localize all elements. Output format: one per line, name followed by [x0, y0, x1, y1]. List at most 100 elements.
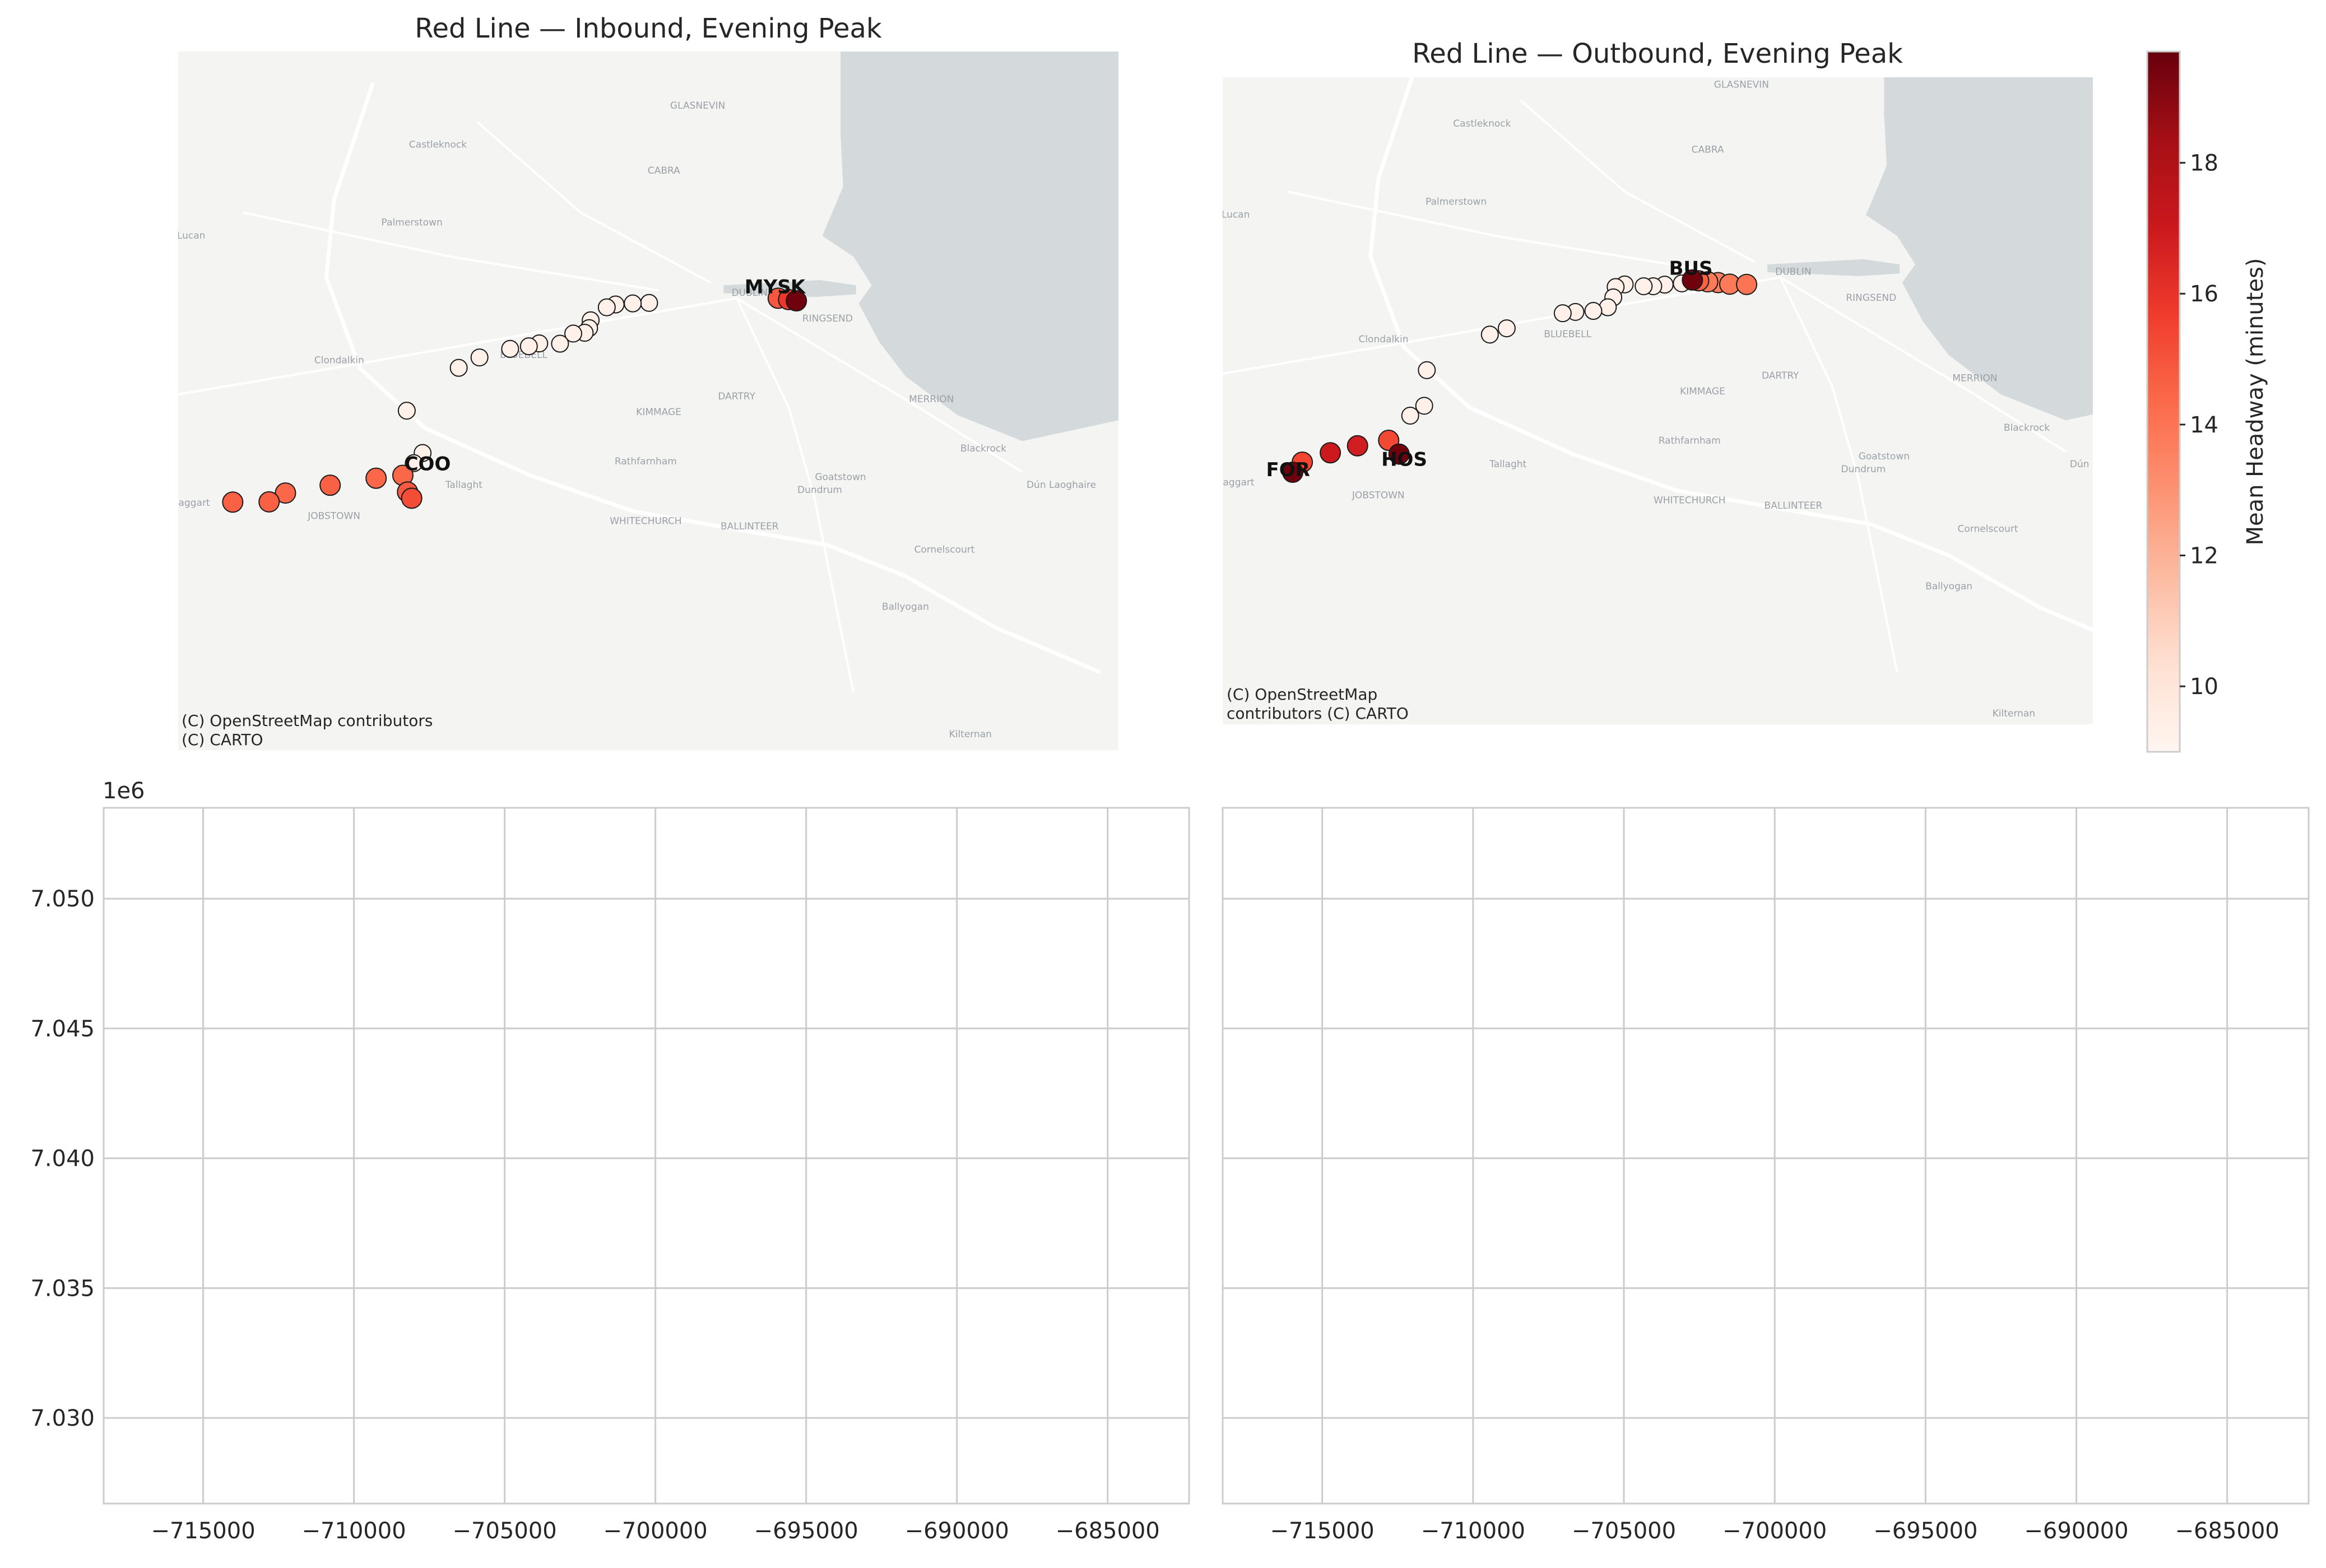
- bottom-left-frame: [103, 807, 1190, 1505]
- basemap-place-label: WHITECHURCH: [1654, 495, 1725, 506]
- arterial-road: [1780, 276, 2067, 453]
- basemap-place-label: MERRION: [1952, 373, 1997, 384]
- outbound-attribution-line2: contributors (C) CARTO: [1227, 704, 1409, 723]
- bottom-left-grid: [104, 808, 1189, 1504]
- basemap-place-label: Ballyogan: [882, 602, 929, 613]
- stop-marker: [401, 487, 423, 509]
- basemap-place-label: Lucan: [1222, 209, 1250, 220]
- basemap-place-label: Kilternan: [1993, 708, 2035, 719]
- stop-code-label: K: [791, 276, 806, 299]
- stop-marker: [1347, 435, 1368, 457]
- x-tick-label: −710000: [1421, 1518, 1525, 1544]
- basemap-place-label: JOBSTOWN: [1352, 490, 1405, 501]
- basemap-place-label: RINGSEND: [802, 313, 853, 324]
- colorbar-tick-label: 14: [2190, 412, 2218, 438]
- basemap-place-label: Goatstown: [815, 472, 866, 483]
- inbound-attribution-line2: (C) CARTO: [182, 731, 263, 749]
- stop-marker: [597, 298, 616, 317]
- arterial-road: [735, 297, 855, 694]
- basemap-place-label: Blackrock: [960, 443, 1006, 454]
- arterial-road: [1779, 277, 1898, 673]
- stop-marker: [1635, 277, 1653, 295]
- basemap-place-label: GLASNEVIN: [1714, 80, 1769, 91]
- stop-marker: [1682, 269, 1703, 291]
- outbound-stop-labels: BUS FOR HOS: [1266, 258, 1712, 481]
- inbound-stop-labels: MYS K COO: [405, 276, 806, 476]
- stop-marker: [1415, 397, 1433, 415]
- x-tick-label: −705000: [453, 1518, 557, 1544]
- arterial-road: [476, 120, 712, 284]
- arterial-road: [1287, 190, 1703, 271]
- stop-marker: [640, 294, 658, 312]
- x-tick-label: −695000: [1873, 1518, 1977, 1544]
- basemap-place-label: CABRA: [648, 165, 680, 176]
- basemap-place-label: Dún Laoghaire: [1027, 480, 1096, 491]
- basemap-place-label: GLASNEVIN: [670, 100, 725, 111]
- y-tick-label: 7.045: [30, 1016, 95, 1042]
- basemap-place-label: BALLINTEER: [721, 521, 779, 532]
- basemap-place-label: Dundrum: [797, 485, 842, 496]
- stop-marker: [1401, 406, 1419, 425]
- stop-code-label: FOR: [1266, 459, 1310, 481]
- stop-code-label: HOS: [1381, 448, 1427, 471]
- x-tick-label: −700000: [1723, 1518, 1827, 1544]
- basemap-place-label: Tallaght: [1489, 459, 1526, 470]
- basemap-place-label: KIMMAGE: [636, 407, 681, 418]
- x-tick-label: −690000: [905, 1518, 1009, 1544]
- x-tick-label: −700000: [603, 1518, 708, 1544]
- stop-marker: [1497, 319, 1516, 338]
- stop-code-label: BUS: [1669, 258, 1713, 280]
- stop-marker: [319, 474, 341, 496]
- colorbar-ticks: 10 12 14 16 18: [2180, 151, 2218, 700]
- y-tick-label: 7.040: [30, 1146, 95, 1172]
- basemap-place-label: Cornelscourt: [914, 545, 974, 556]
- stop-marker: [1388, 443, 1410, 465]
- basemap-place-label: DUBLIN: [1775, 267, 1811, 278]
- bottom-left-y-ticks: 7.050 7.045 7.040 7.035 7.030: [30, 886, 95, 1431]
- stop-marker: [258, 491, 280, 513]
- stop-marker: [786, 290, 807, 312]
- colorbar-gradient: [2146, 50, 2181, 753]
- stop-marker: [1282, 462, 1303, 483]
- basemap-place-label: Palmerstown: [382, 217, 443, 229]
- y-tick-label: 7.035: [30, 1276, 95, 1301]
- basemap-place-label: Lucan: [177, 230, 206, 241]
- basemap-place-label: KIMMAGE: [1680, 386, 1725, 397]
- basemap-place-label: BLUEBELL: [1544, 329, 1591, 340]
- basemap-place-label: Tallaght: [445, 480, 482, 491]
- basemap-place-label: Blackrock: [2004, 422, 2050, 434]
- motorway-road: [324, 82, 1101, 674]
- x-tick-label: −715000: [1270, 1518, 1375, 1544]
- basemap-place-label: DARTRY: [718, 391, 755, 402]
- stop-marker: [1418, 361, 1436, 379]
- stop-code-label: MYS: [745, 276, 791, 299]
- colorbar-label: Mean Headway (minutes): [2243, 258, 2268, 545]
- stop-marker: [397, 402, 416, 420]
- stop-marker: [624, 294, 642, 313]
- river-liffey-water: [723, 280, 856, 297]
- basemap-place-label: BALLINTEER: [1765, 500, 1823, 511]
- arterial-road: [178, 297, 737, 396]
- stop-marker: [1553, 304, 1572, 323]
- basemap-place-label: MERRION: [909, 394, 954, 405]
- stop-code-label: COO: [405, 453, 451, 475]
- x-tick-label: −690000: [2024, 1518, 2128, 1544]
- headway-colorbar: 10 12 14 16 18 Mean Headway (minutes): [2146, 50, 2268, 753]
- dublin-bay-water: [822, 52, 1118, 441]
- arterial-road: [1520, 100, 1755, 263]
- stop-marker: [1320, 442, 1341, 464]
- bottom-right-grid: [1223, 808, 2309, 1504]
- basemap-place-label: Clondalkin: [314, 355, 364, 366]
- stop-marker: [551, 334, 569, 353]
- basemap-place-label: Rathfarnham: [615, 456, 677, 467]
- basemap-place-label: Palmerstown: [1426, 196, 1487, 207]
- x-tick-label: −685000: [2175, 1518, 2279, 1544]
- bottom-left-axes: −715000 −710000 −705000 −700000 −695000 −6900…: [30, 778, 1190, 1544]
- bottom-right-frame: [1222, 807, 2310, 1505]
- colorbar-tick-label: 10: [2190, 674, 2218, 700]
- stop-marker: [365, 467, 387, 489]
- stop-marker: [275, 482, 296, 504]
- outbound-stops: [1282, 269, 1758, 483]
- basemap-place-label: CABRA: [1692, 145, 1724, 156]
- x-tick-label: −695000: [754, 1518, 858, 1544]
